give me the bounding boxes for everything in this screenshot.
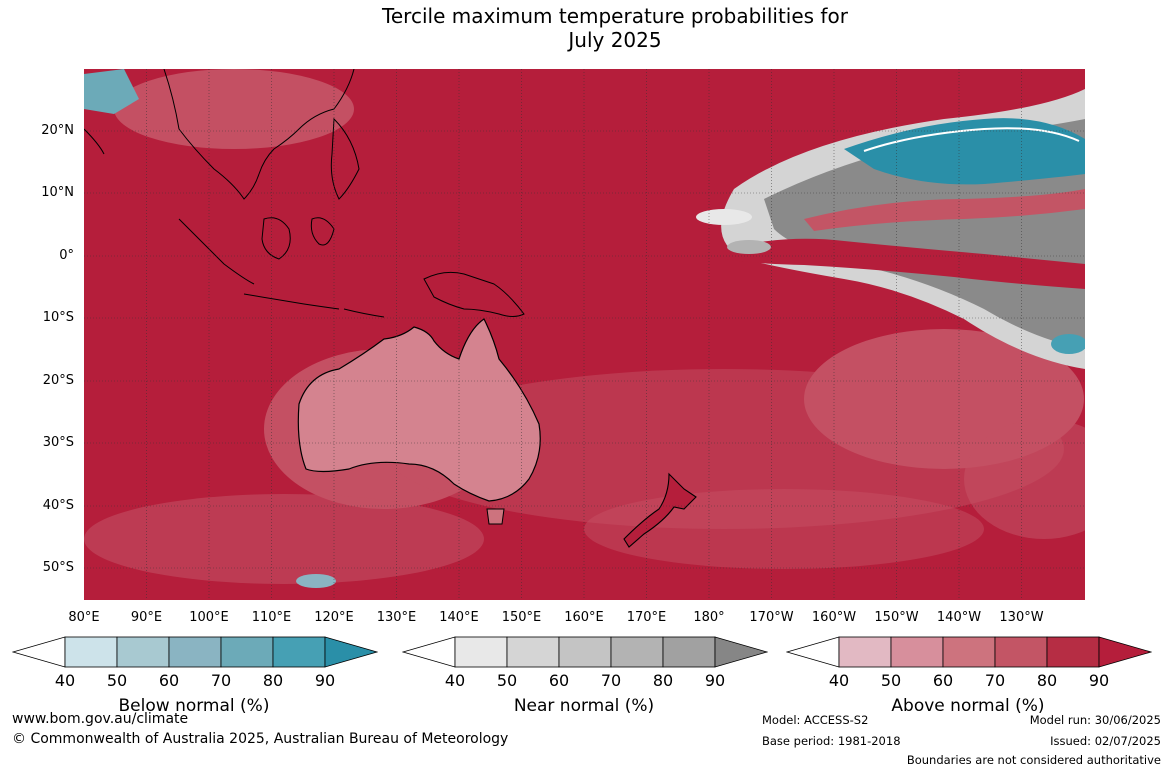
- lon-label: 150°W: [874, 610, 919, 625]
- colorbar-tick: 70: [984, 671, 1006, 690]
- colorbar-segment: [168, 636, 222, 668]
- model-run-text: Model run: 30/06/2025: [1029, 713, 1161, 727]
- colorbar-tick: 50: [880, 671, 902, 690]
- lon-label: 100°E: [189, 610, 229, 625]
- disclaimer-text: Boundaries are not considered authoritat…: [906, 753, 1161, 767]
- colorbar-segment: [994, 636, 1048, 668]
- colorbar-extend-high: [324, 636, 378, 668]
- colorbar-2: [786, 636, 1152, 668]
- colorbar-segment: [220, 636, 274, 668]
- colorbar-tick: 70: [210, 671, 232, 690]
- lon-label: 110°E: [251, 610, 292, 625]
- colorbar-segment: [838, 636, 892, 668]
- colorbar-extend-low: [402, 636, 456, 668]
- colorbar-tick: 50: [496, 671, 518, 690]
- colorbar-extend-low: [786, 636, 840, 668]
- colorbar-segment: [662, 636, 716, 668]
- colorbar-segment: [454, 636, 508, 668]
- colorbar-segment: [272, 636, 326, 668]
- model-text: Model: ACCESS-S2: [762, 713, 869, 727]
- below-normal-region: [84, 69, 1085, 588]
- colorbar-tick: 40: [828, 671, 850, 690]
- colorbar-tick: 90: [1088, 671, 1110, 690]
- colorbar-tick: 80: [652, 671, 674, 690]
- forecast-map: [84, 69, 1085, 600]
- lon-label: 160°W: [811, 610, 857, 625]
- colorbar-tick: 60: [158, 671, 180, 690]
- colorbar-0: [12, 636, 378, 668]
- lat-label: 20°S: [42, 373, 74, 388]
- website-link[interactable]: www.bom.gov.au/climate: [12, 711, 189, 727]
- australia-landmass: [297, 318, 541, 502]
- lon-label: 90°E: [130, 610, 163, 625]
- colorbar-tick: 80: [1036, 671, 1058, 690]
- colorbar-tick: 90: [314, 671, 336, 690]
- lon-label: 180°: [693, 610, 725, 625]
- lon-label: 130°E: [376, 610, 417, 625]
- lon-label: 150°E: [501, 610, 542, 625]
- lon-label: 170°W: [749, 610, 794, 625]
- colorbar-segment: [64, 636, 118, 668]
- base-period-text: Base period: 1981-2018: [762, 734, 901, 748]
- chart-title: Tercile maximum temperature probabilitie…: [0, 4, 1173, 52]
- lon-label: 120°E: [314, 610, 354, 625]
- lon-label: 140°W: [936, 610, 982, 625]
- lat-label: 20°N: [41, 123, 74, 138]
- colorbar-1: [402, 636, 768, 668]
- colorbar-segment: [890, 636, 944, 668]
- colorbar-tick: 60: [548, 671, 570, 690]
- lon-label: 140°E: [439, 610, 479, 625]
- lon-label: 130°W: [999, 610, 1044, 625]
- colorbar-label: Above normal (%): [891, 696, 1045, 716]
- title-line-2: July 2025: [568, 28, 662, 52]
- lat-label: 40°S: [42, 498, 74, 513]
- lon-label: 170°E: [626, 610, 667, 625]
- india-coast: [84, 128, 105, 155]
- colorbar-extend-high: [1098, 636, 1152, 668]
- gridlines: [84, 69, 1085, 600]
- title-line-1: Tercile maximum temperature probabilitie…: [382, 4, 848, 28]
- colorbar-tick: 40: [444, 671, 466, 690]
- lon-label: 160°E: [564, 610, 604, 625]
- lat-label: 10°N: [41, 185, 74, 200]
- lon-label: 80°E: [68, 610, 100, 625]
- colorbar-segment: [610, 636, 664, 668]
- se-asia-mainland: [163, 69, 355, 200]
- lat-label: 0°: [59, 248, 74, 263]
- new-zealand: [623, 472, 697, 548]
- colorbar-tick: 90: [704, 671, 726, 690]
- colorbar-tick: 70: [600, 671, 622, 690]
- colorbar-segment: [942, 636, 996, 668]
- copyright-text: © Commonwealth of Australia 2025, Austra…: [12, 731, 509, 747]
- colorbar-label: Near normal (%): [513, 696, 655, 716]
- colorbar-tick: 80: [262, 671, 284, 690]
- colorbar-tick: 40: [54, 671, 76, 690]
- lat-label: 50°S: [42, 560, 74, 575]
- colorbar-extend-low: [12, 636, 66, 668]
- issued-text: Issued: 02/07/2025: [1050, 734, 1161, 748]
- new-guinea: [423, 271, 525, 317]
- colorbar-segment: [116, 636, 170, 668]
- colorbar-segment: [558, 636, 612, 668]
- colorbar-segment: [506, 636, 560, 668]
- lat-label: 30°S: [42, 435, 74, 450]
- tasmania: [486, 508, 505, 525]
- lat-label: 10°S: [42, 310, 74, 325]
- indonesia-islands: [178, 117, 385, 318]
- colorbar-tick: 60: [932, 671, 954, 690]
- colorbar-label: Below normal (%): [118, 696, 270, 716]
- colorbar-tick: 50: [106, 671, 128, 690]
- colorbar-segment: [1046, 636, 1100, 668]
- colorbar-extend-high: [714, 636, 768, 668]
